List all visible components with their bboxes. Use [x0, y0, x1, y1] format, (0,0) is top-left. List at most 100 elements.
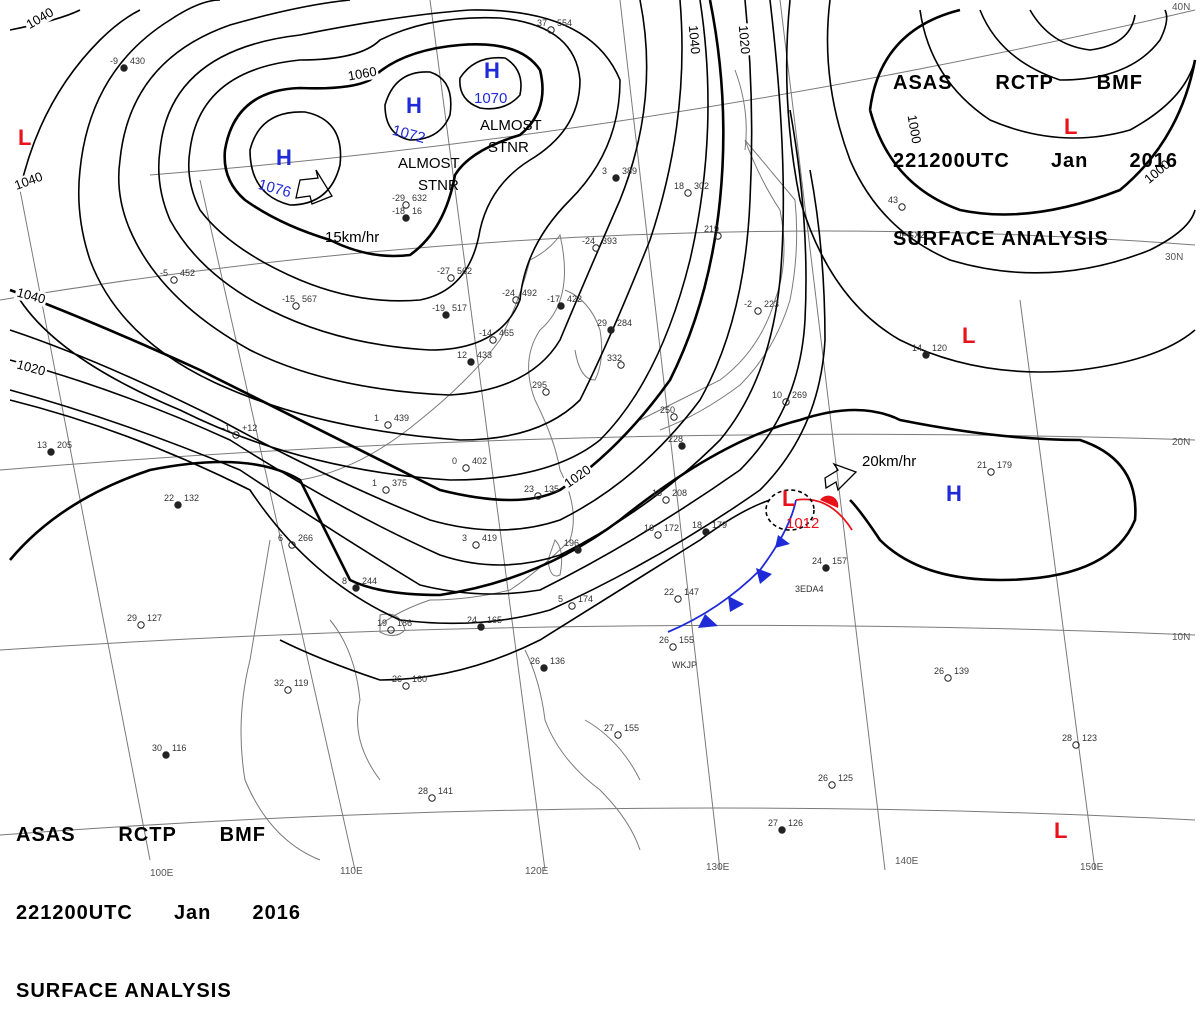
station-value: 16 [412, 206, 422, 216]
station-plot: -5 452 [160, 268, 195, 284]
coast-sakhalin [734, 69, 747, 151]
station-plot: 22 147 [664, 587, 699, 603]
isobar-1004 [826, 0, 1196, 274]
station-circle [782, 398, 790, 406]
station-value: 439 [394, 413, 409, 423]
station-circle [428, 794, 436, 802]
almost-stnr-label: ALMOST [398, 155, 460, 172]
station-value: 284 [617, 318, 632, 328]
station-circle [467, 358, 475, 366]
station-circle [568, 602, 576, 610]
station-value: 26 [392, 674, 402, 684]
station-plot: 27 126 [768, 818, 803, 834]
isobar-1070 [459, 56, 522, 110]
station-value: 430 [130, 56, 145, 66]
station-value: 266 [298, 533, 313, 543]
longitude-line-120e [429, 0, 546, 871]
station-id: WKJP [672, 660, 697, 670]
lat-label: 20N [1172, 437, 1190, 448]
motion-arrow-low [824, 462, 858, 492]
station-value: 196 [564, 538, 579, 548]
station-value: 174 [578, 594, 593, 604]
station-value: 10 [772, 390, 782, 400]
isobar-label: 1020 [15, 357, 47, 379]
station-plot: 26 136 [530, 656, 565, 672]
station-circle [828, 781, 836, 789]
station-value: 127 [147, 613, 162, 623]
station-value: 27 [604, 723, 614, 733]
station-value: 389 [622, 166, 637, 176]
station-value: 120 [932, 343, 947, 353]
almost-stnr-label: STNR [418, 177, 459, 194]
station-value: 302 [694, 181, 709, 191]
station-plot: 19 186 [377, 618, 412, 634]
station-plot: 3 419 [462, 533, 497, 549]
isobars [9, 0, 1197, 681]
station-circle [137, 621, 145, 629]
station-value: -2 [744, 299, 752, 309]
station-value: 26 [530, 656, 540, 666]
isobar-1048 [78, 0, 683, 441]
station-circle [754, 307, 762, 315]
station-value: 517 [452, 303, 467, 313]
warm-front [795, 495, 853, 531]
analysis-month: Jan [173, 902, 212, 924]
analysis-time: 221200UTC [16, 902, 133, 924]
lon-label: 150E [1080, 862, 1104, 873]
cold-front [667, 499, 797, 633]
station-plot: 32 119 [274, 678, 308, 694]
station-circle [778, 826, 786, 834]
analysis-year: 2016 [252, 902, 301, 924]
station-plot: -9 430 [110, 56, 145, 72]
station-value: 136 [550, 656, 565, 666]
station-value: 165 [487, 615, 502, 625]
station-value: 23 [524, 484, 534, 494]
station-value: 186 [397, 618, 412, 628]
station-plot: 332 [607, 353, 625, 369]
station-circle [284, 686, 292, 694]
station-value: -24 [502, 288, 515, 298]
station-value: 16 [644, 523, 654, 533]
station-value: 295 [532, 380, 547, 390]
station-value: 269 [792, 390, 807, 400]
station-plot: 21 179 [977, 460, 1012, 476]
lat-label: 10N [1172, 632, 1190, 643]
station-circle [387, 626, 395, 634]
station-plot: 18 302 [674, 181, 709, 197]
lat-label: 30N [1165, 252, 1183, 263]
isobar-label: 1040 [686, 25, 703, 55]
product-code: BMF [1096, 72, 1143, 94]
station-value: 8 [342, 576, 347, 586]
station-plot: 5 174 [558, 594, 593, 610]
station-plot: -29 632 [392, 193, 427, 209]
station-value: 208 [672, 488, 687, 498]
station-value: -29 [392, 193, 405, 203]
station-plot: 228 [668, 434, 686, 450]
isobar-1072 [384, 71, 452, 141]
latitude-line-30n [0, 230, 1196, 301]
isobar-1020 [9, 408, 1137, 597]
station-value: 21 [977, 460, 987, 470]
station-code: RCTP [118, 824, 177, 846]
high-symbol: H [484, 58, 500, 83]
isobar-1044 [19, 0, 709, 481]
station-plot: 219 [704, 224, 722, 240]
station-value: -18 [392, 206, 405, 216]
station-circle [678, 442, 686, 450]
isobar-1060 [187, 16, 581, 302]
station-value: +12 [242, 423, 257, 433]
station-value: -24 [582, 236, 595, 246]
station-id: DFGX2 [895, 230, 925, 240]
station-circle [1072, 741, 1080, 749]
station-value: 29 [127, 613, 137, 623]
graticule-labels: 40N 30N 20N 10N 100E 110E 120E 130E 140E… [150, 2, 1190, 878]
lon-label: 110E [340, 866, 363, 877]
low-symbol: L [1064, 114, 1077, 139]
station-value: 632 [412, 193, 427, 203]
cold-front-barb [756, 568, 772, 584]
station-circle [944, 674, 952, 682]
latitude-line-40n [149, 9, 1196, 176]
station-value: 562 [457, 266, 472, 276]
station-circle [542, 388, 550, 396]
